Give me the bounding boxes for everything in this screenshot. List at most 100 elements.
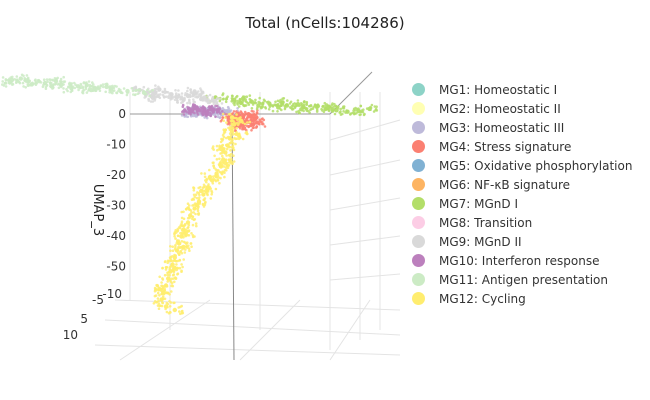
point-12-16-d3: [186, 226, 189, 230]
point-12-24-d13: [171, 284, 175, 288]
legend-item-mg9[interactable]: MG9: MGnD II: [412, 232, 648, 251]
point-4-8-d1: [232, 110, 236, 113]
z-axis-title: UMAP_3: [90, 184, 105, 236]
point-11-19-d12: [55, 77, 58, 81]
point-12-23-d5: [158, 275, 161, 279]
point-12-33-d0: [176, 234, 180, 238]
point-7-13-d5: [304, 106, 308, 110]
point-7-12-d9: [236, 101, 239, 105]
point-12-18-d0: [169, 245, 172, 248]
point-11-11-d8: [62, 90, 66, 94]
legend-item-mg1[interactable]: MG1: Homeostatic I: [412, 80, 648, 99]
point-7-10-d11: [269, 104, 273, 107]
point-12-37-d9: [219, 163, 222, 166]
point-11-2-d10: [48, 78, 51, 81]
point-12-19-d7: [183, 251, 187, 254]
point-11-8-d8: [134, 93, 137, 96]
point-7-15-d9: [280, 100, 284, 104]
point-12-34-d12: [164, 268, 168, 271]
point-10-6-d10: [205, 114, 208, 118]
point-11-4-d4: [77, 88, 80, 92]
legend-item-mg8[interactable]: MG8: Transition: [412, 213, 648, 232]
point-12-26-d13: [153, 294, 157, 298]
point-9-13-d12: [197, 90, 200, 93]
legend-item-mg6[interactable]: MG6: NF-κB signature: [412, 175, 648, 194]
point-4-13-d5: [249, 124, 252, 128]
point-12-24-d3: [160, 281, 163, 284]
point-12-27-d13: [157, 302, 161, 305]
point-12-39: [181, 244, 186, 250]
point-12-5-d4: [232, 154, 235, 157]
point-7-11-d0: [295, 110, 298, 114]
point-7-15-d11: [279, 98, 282, 102]
point-12-1-d5: [235, 126, 238, 130]
point-4-10-d13: [238, 127, 242, 130]
point-7-15-d13: [286, 99, 289, 102]
legend-item-mg2[interactable]: MG2: Homeostatic II: [412, 99, 648, 118]
legend-item-mg4[interactable]: MG4: Stress signature: [412, 137, 648, 156]
point-9-10-d8: [149, 100, 153, 103]
point-4-8-d10: [242, 115, 246, 118]
point-12-0-d10: [231, 115, 235, 119]
point-12-13-d5: [192, 211, 195, 214]
legend-item-mg12[interactable]: MG12: Cycling: [412, 289, 648, 308]
point-11-14-d6: [93, 85, 96, 89]
point-12-35-d7: [155, 283, 158, 287]
point-11-4-d13: [74, 83, 77, 86]
point-9-5-d6: [169, 98, 173, 101]
point-11-15-d8: [97, 86, 100, 89]
point-10-5-d9: [198, 110, 202, 113]
point-12-34-d0: [178, 266, 182, 270]
point-7-19-d8: [236, 99, 240, 103]
point-12-22-d12: [167, 271, 170, 274]
point-12-10-d13: [202, 183, 206, 187]
point-7-18-d10: [331, 102, 334, 105]
legend[interactable]: MG1: Homeostatic I MG2: Homeostatic II MG3…: [412, 80, 648, 308]
point-9-9-d11: [189, 88, 193, 91]
point-12-12-d13: [203, 198, 206, 201]
point-11-7-d8: [125, 93, 129, 97]
point-7-9-d11: [264, 106, 267, 109]
point-4-10-d9: [250, 129, 253, 132]
point-12-2-d7: [228, 128, 232, 131]
point-12-28-d4: [166, 305, 169, 309]
legend-item-mg10[interactable]: MG10: Interferon response: [412, 251, 648, 270]
point-7-11-d9: [291, 107, 295, 111]
y-tick-label-0: -10: [102, 287, 122, 301]
point-12-14-d2: [188, 216, 191, 220]
point-11-19-d7: [45, 78, 49, 81]
point-7-18-d5: [330, 108, 333, 111]
point-12-19-d11: [179, 249, 183, 253]
legend-item-mg7[interactable]: MG7: MGnD I: [412, 194, 648, 213]
point-12-24-d4: [173, 280, 176, 284]
legend-label-mg1: MG1: Homeostatic I: [439, 82, 558, 97]
point-12-8-d10: [214, 168, 218, 171]
grid-line-side-4: [329, 273, 401, 281]
legend-item-mg3[interactable]: MG3: Homeostatic III: [412, 118, 648, 137]
point-9-1-d7: [174, 89, 177, 92]
point-12-23-d8: [166, 280, 169, 283]
point-7-19-d2: [245, 95, 249, 98]
point-7-10-d10: [271, 109, 275, 113]
point-10-7-d6: [181, 103, 185, 107]
point-10-4-d1: [221, 110, 224, 113]
point-12-0-d2: [224, 116, 227, 119]
legend-item-mg11[interactable]: MG11: Antigen presentation: [412, 270, 648, 289]
point-9-12-d4: [188, 101, 192, 105]
point-11-11-d9: [73, 86, 77, 90]
point-4-9-d0: [248, 115, 251, 118]
point-12-21-d1: [175, 263, 178, 266]
point-12-32-d12: [196, 204, 199, 207]
point-4-11-d7: [263, 125, 267, 128]
point-9-11-d13: [218, 97, 221, 101]
point-12-19-d0: [171, 245, 174, 248]
legend-item-mg5[interactable]: MG5: Oxidative phosphorylation: [412, 156, 648, 175]
point-7-0-d6: [213, 95, 217, 99]
point-12-0-d9: [228, 112, 232, 116]
point-12-5-d2: [221, 154, 224, 158]
point-11-8-d11: [146, 88, 149, 92]
point-12-27-d4: [164, 307, 167, 311]
point-12-9-d7: [218, 181, 221, 185]
point-11-14-d11: [79, 86, 83, 90]
